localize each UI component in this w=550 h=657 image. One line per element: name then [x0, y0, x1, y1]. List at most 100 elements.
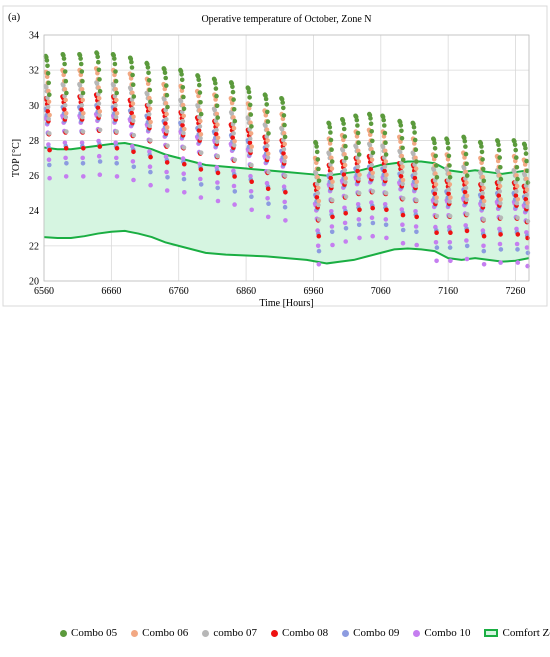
data-point	[480, 174, 486, 180]
data-point	[329, 155, 334, 161]
data-point	[433, 240, 439, 245]
data-point	[412, 130, 417, 135]
data-point	[131, 114, 136, 119]
data-point	[215, 122, 220, 127]
data-point	[383, 190, 389, 196]
data-point	[281, 146, 287, 152]
data-point	[81, 110, 86, 116]
data-point	[46, 80, 51, 86]
data-point	[315, 185, 321, 191]
data-point	[97, 77, 102, 82]
data-point	[214, 127, 219, 133]
data-point	[265, 138, 270, 143]
data-point	[249, 124, 254, 129]
data-point	[231, 115, 236, 120]
data-point	[479, 144, 484, 149]
data-point	[481, 243, 486, 249]
data-point	[343, 211, 349, 216]
data-point	[398, 173, 404, 179]
data-point	[195, 104, 201, 109]
data-point	[398, 123, 404, 128]
data-point	[341, 121, 346, 126]
data-point	[316, 262, 322, 267]
data-point	[498, 197, 503, 202]
legend-marker-combo-09	[342, 629, 350, 637]
data-point	[97, 159, 103, 164]
data-point	[130, 101, 136, 106]
data-point	[146, 78, 152, 83]
data-point	[355, 164, 361, 170]
data-point	[181, 94, 186, 100]
data-point	[316, 166, 321, 172]
data-point	[412, 137, 418, 143]
data-point	[524, 187, 530, 192]
data-point	[266, 131, 271, 136]
data-point	[369, 157, 375, 163]
data-point	[434, 175, 440, 180]
data-point	[343, 194, 349, 199]
data-point	[46, 99, 52, 105]
data-point	[112, 107, 118, 112]
data-point	[79, 103, 85, 108]
data-point	[63, 97, 68, 103]
data-point	[231, 125, 237, 131]
data-point	[329, 159, 335, 164]
data-point	[315, 174, 320, 180]
data-point	[63, 155, 68, 161]
data-point	[399, 153, 405, 159]
data-point	[47, 92, 52, 97]
data-point	[131, 177, 136, 183]
data-point	[282, 158, 287, 164]
data-point	[97, 109, 103, 114]
data-point	[198, 182, 204, 187]
data-point	[356, 159, 362, 164]
data-point	[514, 183, 520, 189]
data-point	[354, 117, 360, 123]
data-point	[164, 169, 169, 175]
data-point	[165, 143, 170, 148]
data-point	[447, 182, 453, 187]
data-point	[79, 69, 85, 74]
data-point	[232, 202, 237, 207]
y-tick-label: 26	[29, 171, 39, 182]
legend-marker-combo-08	[271, 629, 279, 637]
data-point	[356, 217, 362, 222]
data-point	[343, 175, 349, 181]
data-point	[266, 201, 271, 206]
data-point	[496, 147, 502, 153]
x-tick-label: 7160	[438, 286, 458, 297]
data-point	[215, 135, 221, 141]
data-point	[447, 245, 453, 250]
data-point	[315, 243, 321, 249]
data-point	[94, 81, 100, 87]
data-point	[246, 89, 252, 95]
data-point	[383, 159, 389, 164]
data-point	[62, 87, 68, 92]
data-point	[355, 130, 361, 136]
data-point	[148, 182, 153, 188]
data-point	[180, 118, 186, 124]
data-point	[44, 85, 49, 90]
data-point	[368, 116, 373, 121]
data-point	[342, 152, 347, 157]
data-point	[80, 90, 86, 96]
data-point	[413, 147, 419, 152]
data-point	[214, 139, 220, 144]
data-point	[280, 100, 286, 105]
data-point	[498, 232, 503, 237]
data-point	[370, 150, 376, 155]
data-point	[413, 224, 419, 229]
data-point	[178, 99, 184, 104]
data-point	[96, 67, 102, 73]
data-point	[282, 134, 288, 140]
data-point	[357, 235, 362, 241]
legend: Combo 05 Combo 06 combo 07 Combo 08 Comb…	[60, 624, 550, 642]
data-point	[47, 112, 52, 118]
data-point	[370, 189, 376, 194]
data-point	[198, 195, 204, 200]
data-point	[263, 123, 268, 129]
y-tick-label: 30	[29, 101, 39, 112]
data-point	[414, 214, 420, 220]
data-point	[164, 111, 169, 117]
data-point	[229, 111, 235, 116]
